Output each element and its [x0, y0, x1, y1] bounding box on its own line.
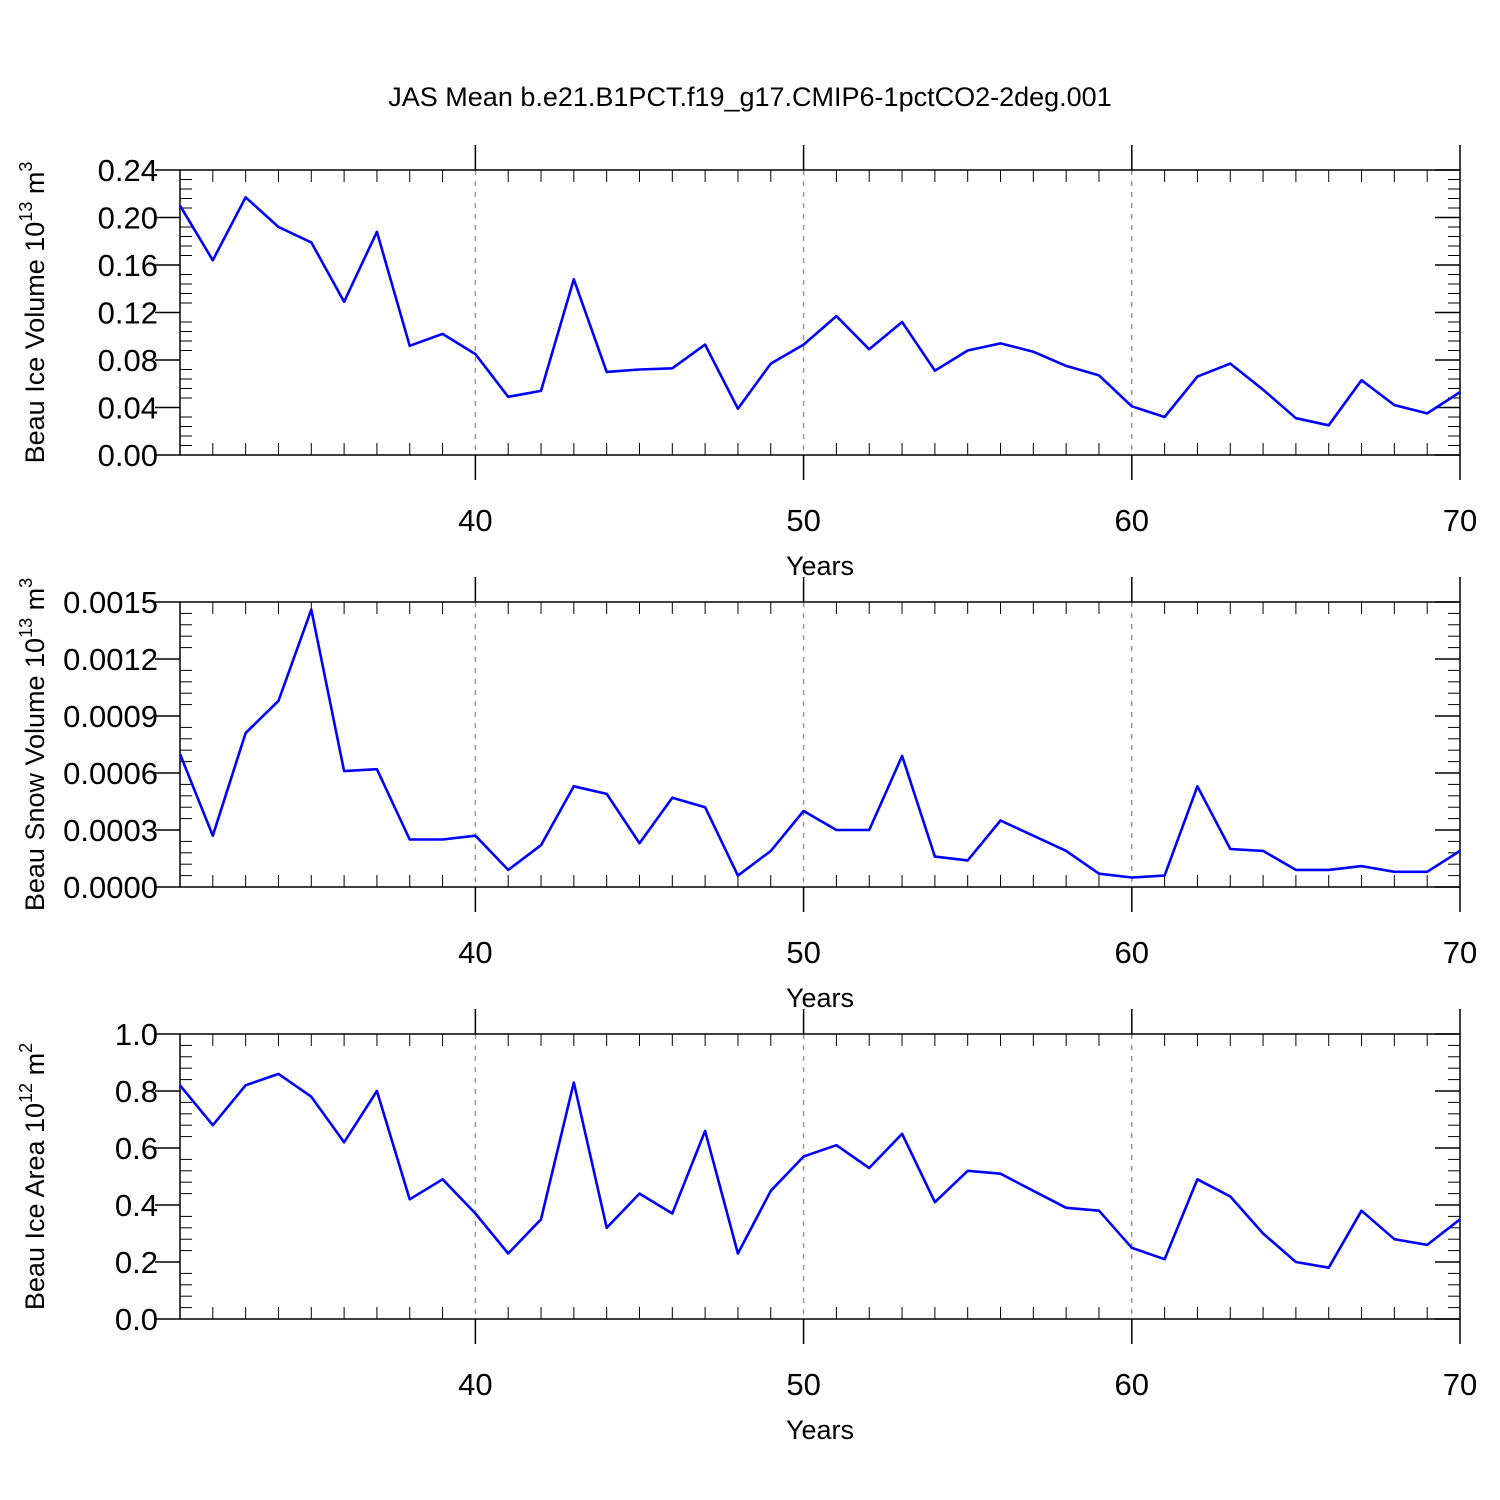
y-tick-label: 0.0006 [63, 756, 158, 791]
y-axis-label-unit-exponent: 3 [16, 162, 36, 172]
y-tick-label: 0.0003 [63, 813, 158, 848]
y-tick-label: 0.0015 [63, 585, 158, 620]
y-axis-label-exponent: 12 [16, 1083, 36, 1103]
x-tick-label: 70 [1443, 1367, 1477, 1402]
y-axis-label-exponent: 13 [16, 618, 36, 638]
y-tick-label: 0.24 [98, 153, 158, 188]
y-tick-label: 0.00 [98, 438, 158, 473]
plot-frame [179, 601, 1461, 888]
plot-frame [179, 1033, 1461, 1320]
x-tick-label: 70 [1443, 503, 1477, 538]
panel-2: 40 50 60 70 0.0000 0.0003 0.0006 0.0009 0.0012 0.… [16, 577, 1477, 1013]
panel-1: 40 50 60 70 0.00 0.04 0.08 0.12 0.16 0.20 0.24 Year… [16, 145, 1477, 581]
x-axis-label: Years [786, 1415, 854, 1445]
y-tick-label: 0.08 [98, 343, 158, 378]
y-tick-label: 0.0000 [63, 870, 158, 905]
y-axis-label-unit-exponent: 2 [16, 1043, 36, 1053]
chart-title: JAS Mean b.e21.B1PCT.f19_g17.CMIP6-1pctC… [388, 82, 1111, 112]
x-axis-label: Years [786, 551, 854, 581]
x-tick-label: 50 [786, 503, 820, 538]
y-axis-label: Beau Ice Volume 1013 m3 [16, 162, 50, 464]
y-tick-label: 0.0012 [63, 642, 158, 677]
y-tick-label: 0.4 [115, 1188, 158, 1223]
y-axis-label: Beau Ice Area 1012 m2 [16, 1043, 50, 1310]
y-tick-label: 0.8 [115, 1074, 158, 1109]
x-axis-label: Years [786, 983, 854, 1013]
x-tick-label: 70 [1443, 935, 1477, 970]
x-tick-label: 60 [1115, 935, 1149, 970]
y-axis-label-unit: m [20, 588, 50, 618]
x-tick-label: 60 [1115, 503, 1149, 538]
y-tick-label: 0.20 [98, 201, 158, 236]
x-tick-label: 40 [458, 935, 492, 970]
y-tick-label: 0.0009 [63, 699, 158, 734]
y-axis-label: Beau Snow Volume 1013 m3 [16, 578, 50, 911]
y-axis-label-exponent: 13 [16, 202, 36, 222]
y-tick-label: 1.0 [115, 1017, 158, 1052]
series-line [178, 1072, 1461, 1269]
y-axis-label-unit-exponent: 3 [16, 578, 36, 588]
panel-3: 40 50 60 70 0.0 0.2 0.4 0.6 0.8 1.0 Years Beau Ice … [16, 1009, 1477, 1445]
y-tick-label: 0.2 [115, 1245, 158, 1280]
x-tick-label: 50 [786, 935, 820, 970]
y-axis-label-main: Beau Snow Volume 10 [20, 638, 50, 911]
y-tick-label: 0.6 [115, 1131, 158, 1166]
y-axis-label-unit: m [20, 172, 50, 202]
series-line [178, 608, 1461, 879]
y-axis-label-main: Beau Ice Area 10 [20, 1103, 50, 1310]
y-tick-label: 0.12 [98, 296, 158, 331]
y-tick-label: 0.16 [98, 248, 158, 283]
panels: 40 50 60 70 0.00 0.04 0.08 0.12 0.16 0.20 0.24 Year… [16, 145, 1477, 1445]
x-tick-label: 60 [1115, 1367, 1149, 1402]
y-tick-label: 0.04 [98, 391, 158, 426]
plot-frame [179, 169, 1461, 456]
series-line [178, 196, 1461, 427]
x-tick-label: 40 [458, 503, 492, 538]
x-tick-label: 40 [458, 1367, 492, 1402]
y-axis-label-unit: m [20, 1053, 50, 1083]
y-tick-label: 0.0 [115, 1302, 158, 1337]
y-axis-label-main: Beau Ice Volume 10 [20, 222, 50, 464]
x-tick-label: 50 [786, 1367, 820, 1402]
